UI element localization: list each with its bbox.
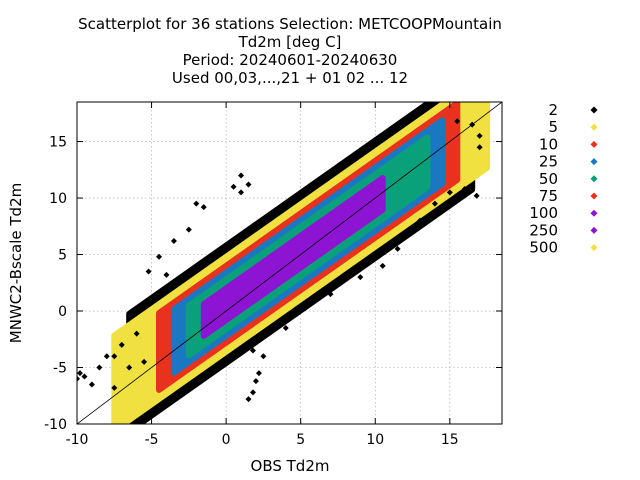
outlier-point	[77, 375, 80, 382]
legend-marker	[590, 226, 598, 234]
outlier-point	[103, 353, 110, 360]
outlier-point	[416, 217, 423, 224]
axis-ticks: -10 -5 0 5 10 15 -10 -5 0 5 10 15	[44, 102, 502, 448]
outlier-point	[461, 185, 468, 192]
outlier-points	[77, 118, 483, 403]
outlier-point	[126, 364, 133, 371]
x-tick-label: 15	[441, 432, 459, 448]
legend-label: 75	[539, 187, 558, 205]
one-to-one-line	[77, 102, 502, 424]
legend-marker	[590, 140, 598, 148]
legend-marker	[590, 175, 598, 183]
legend-label: 10	[539, 135, 558, 153]
outlier-point	[446, 189, 453, 196]
outlier-point	[163, 271, 170, 278]
outlier-point	[476, 132, 483, 139]
outlier-point	[133, 330, 140, 337]
density-cloud	[111, 102, 491, 424]
y-tick-label: 10	[49, 191, 67, 207]
x-tick-label: 10	[366, 432, 384, 448]
outlier-point	[170, 237, 177, 244]
outlier-point	[238, 189, 245, 196]
y-axis-label: MNWC2-Bscale Td2m	[7, 183, 25, 343]
y-tick-label: -10	[44, 417, 67, 433]
outlier-point	[327, 291, 334, 298]
outlier-point	[245, 396, 252, 403]
legend-label: 250	[529, 221, 558, 239]
outlier-point	[118, 341, 125, 348]
outlier-point	[238, 172, 245, 179]
title-line-1: Scatterplot for 36 stations Selection: M…	[78, 15, 502, 33]
outlier-point	[88, 381, 95, 388]
legend-marker	[590, 192, 598, 200]
chart-title: Scatterplot for 36 stations Selection: M…	[78, 15, 502, 87]
outlier-point	[145, 268, 152, 275]
y-tick-label: 5	[58, 248, 67, 264]
outlier-point	[96, 364, 103, 371]
outlier-point	[473, 192, 480, 199]
legend-marker	[590, 123, 598, 131]
x-tick-label: -5	[145, 432, 159, 448]
outlier-point	[379, 262, 386, 269]
legend-label: 100	[529, 204, 558, 222]
title-line-2: Td2m [deg C]	[238, 33, 342, 51]
y-tick-label: 0	[58, 304, 67, 320]
y-tick-label: -5	[53, 361, 67, 377]
outlier-point	[249, 347, 256, 354]
legend-label: 50	[539, 170, 558, 188]
outlier-point	[111, 353, 118, 360]
outlier-point	[249, 389, 256, 396]
legend-marker	[590, 158, 598, 166]
outlier-point	[357, 274, 364, 281]
legend-marker	[590, 244, 598, 252]
title-line-4: Used 00,03,...,21 + 01 02 ... 12	[172, 69, 408, 87]
outlier-point	[476, 144, 483, 151]
outlier-point	[260, 353, 267, 360]
outlier-point	[156, 253, 163, 260]
outlier-point	[394, 245, 401, 252]
title-line-3: Period: 20240601-20240630	[183, 51, 398, 69]
outlier-point	[454, 118, 461, 125]
legend-marker	[590, 106, 598, 114]
outlier-point	[200, 204, 207, 211]
outlier-point	[230, 183, 237, 190]
legend-label: 500	[529, 239, 558, 257]
outlier-point	[431, 200, 438, 207]
density-band-100	[200, 175, 386, 339]
outlier-point	[245, 181, 252, 188]
legend-label: 2	[548, 101, 558, 119]
outlier-point	[141, 358, 148, 365]
y-tick-label: 15	[49, 135, 67, 151]
x-tick-label: 0	[222, 432, 231, 448]
outlier-point	[77, 370, 83, 377]
legend-label: 25	[539, 153, 558, 171]
legend-label: 5	[548, 118, 558, 136]
outlier-point	[185, 226, 192, 233]
x-axis-label: OBS Td2m	[251, 457, 330, 475]
x-tick-label: -10	[66, 432, 89, 448]
outlier-point	[255, 370, 262, 377]
outlier-point	[282, 324, 289, 331]
outlier-point	[252, 378, 259, 385]
legend-marker	[590, 209, 598, 217]
outlier-point	[193, 200, 200, 207]
outlier-point	[111, 384, 118, 391]
x-tick-label: 5	[296, 432, 305, 448]
plot-frame	[76, 101, 503, 425]
outlier-point	[81, 373, 88, 380]
